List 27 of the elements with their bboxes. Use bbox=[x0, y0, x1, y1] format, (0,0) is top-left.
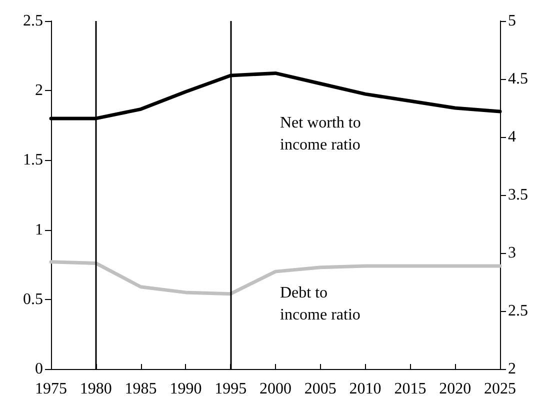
y2-tick-label: 2 bbox=[508, 360, 516, 378]
x-tick-label: 2020 bbox=[439, 380, 472, 398]
y2-tick-label: 3 bbox=[508, 244, 516, 262]
series-label: Net worth to income ratio bbox=[280, 114, 361, 154]
y-tick-label: 2 bbox=[35, 82, 43, 100]
x-tick-label: 1980 bbox=[80, 380, 112, 398]
x-tick-label: 2000 bbox=[260, 380, 292, 398]
x-tick-label: 1990 bbox=[170, 380, 202, 398]
x-tick-label: 1975 bbox=[35, 380, 67, 398]
x-tick-label: 2025 bbox=[484, 380, 516, 398]
y2-tick-label: 5 bbox=[508, 12, 516, 30]
x-tick-label: 1985 bbox=[124, 380, 157, 398]
series-label: Debt to income ratio bbox=[280, 284, 360, 324]
y2-tick-label: 3.5 bbox=[508, 186, 528, 204]
x-tick-label: 2015 bbox=[394, 380, 426, 398]
x-tick-label: 2010 bbox=[349, 380, 382, 398]
y-tick-label: 1 bbox=[35, 221, 43, 238]
y2-tick-label: 4 bbox=[508, 128, 516, 146]
y-tick-label: 2.5 bbox=[23, 12, 43, 30]
line-series bbox=[49, 260, 502, 296]
x-tick-label: 2005 bbox=[304, 380, 336, 398]
y2-tick-label: 2.5 bbox=[508, 302, 528, 320]
x-tick-label: 1995 bbox=[214, 380, 247, 398]
y-tick-label: 0 bbox=[35, 360, 43, 378]
y-tick-label: 0.5 bbox=[23, 290, 43, 308]
y-tick-label: 1.5 bbox=[23, 152, 43, 169]
y2-tick-label: 4.5 bbox=[508, 70, 528, 88]
